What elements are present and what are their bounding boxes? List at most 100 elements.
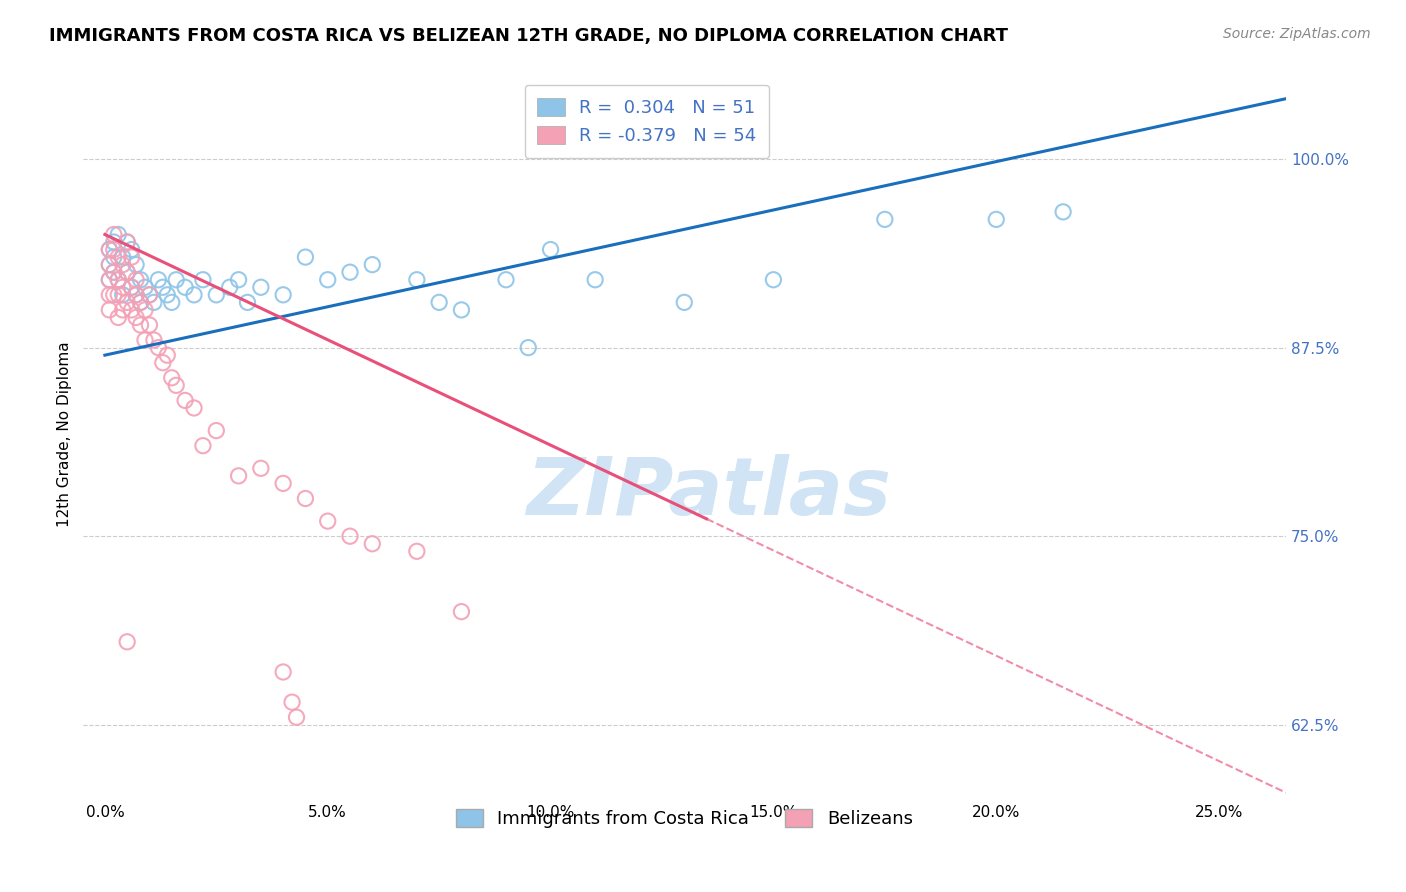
Point [218, 280, 240, 294]
Point [115, 235, 138, 249]
Point [103, 265, 125, 279]
Point [156, 288, 179, 302]
Point [125, 273, 148, 287]
Point [98, 273, 121, 287]
Point [540, 243, 562, 257]
Point [129, 273, 152, 287]
Point [129, 295, 152, 310]
Point [142, 333, 165, 347]
Point [174, 393, 197, 408]
Point [271, 288, 294, 302]
Point [103, 235, 125, 249]
Point [183, 401, 205, 415]
Point [361, 258, 384, 272]
Point [107, 250, 129, 264]
Point [103, 243, 125, 257]
Point [121, 243, 143, 257]
Point [115, 235, 138, 249]
Point [134, 302, 156, 317]
Point [673, 295, 696, 310]
Point [98, 243, 121, 257]
Point [191, 439, 214, 453]
Point [165, 378, 187, 392]
Point [129, 318, 152, 332]
Point [142, 295, 165, 310]
Point [111, 258, 134, 272]
Point [107, 310, 129, 325]
Point [285, 710, 308, 724]
Point [174, 280, 197, 294]
Point [762, 273, 785, 287]
Point [103, 265, 125, 279]
Point [115, 295, 138, 310]
Point [361, 537, 384, 551]
Point [98, 258, 121, 272]
Point [98, 243, 121, 257]
Point [495, 273, 517, 287]
Text: Source: ZipAtlas.com: Source: ZipAtlas.com [1223, 27, 1371, 41]
Point [107, 227, 129, 242]
Point [121, 302, 143, 317]
Point [294, 250, 316, 264]
Point [583, 273, 606, 287]
Text: IMMIGRANTS FROM COSTA RICA VS BELIZEAN 12TH GRADE, NO DIPLOMA CORRELATION CHART: IMMIGRANTS FROM COSTA RICA VS BELIZEAN 1… [49, 27, 1008, 45]
Point [294, 491, 316, 506]
Point [103, 288, 125, 302]
Point [271, 665, 294, 679]
Point [103, 227, 125, 242]
Point [98, 288, 121, 302]
Point [339, 265, 361, 279]
Point [339, 529, 361, 543]
Point [98, 273, 121, 287]
Point [517, 341, 540, 355]
Point [121, 250, 143, 264]
Point [165, 273, 187, 287]
Point [115, 265, 138, 279]
Point [228, 468, 250, 483]
Point [236, 295, 259, 310]
Point [107, 273, 129, 287]
Point [250, 461, 273, 475]
Point [138, 288, 160, 302]
Point [98, 302, 121, 317]
Point [138, 288, 160, 302]
Point [183, 288, 205, 302]
Point [205, 424, 228, 438]
Point [316, 514, 339, 528]
Point [316, 273, 339, 287]
Point [148, 273, 170, 287]
Point [152, 280, 174, 294]
Point [111, 288, 134, 302]
Point [160, 371, 183, 385]
Point [427, 295, 450, 310]
Point [250, 280, 273, 294]
Point [228, 273, 250, 287]
Point [125, 310, 148, 325]
Point [125, 288, 148, 302]
Point [450, 302, 472, 317]
Point [121, 280, 143, 294]
Point [111, 280, 134, 294]
Point [450, 605, 472, 619]
Point [191, 273, 214, 287]
Point [115, 635, 138, 649]
Point [152, 356, 174, 370]
Point [103, 250, 125, 264]
Point [148, 341, 170, 355]
Point [107, 288, 129, 302]
Point [98, 258, 121, 272]
Point [125, 258, 148, 272]
Y-axis label: 12th Grade, No Diploma: 12th Grade, No Diploma [58, 342, 72, 527]
Point [138, 318, 160, 332]
Point [125, 288, 148, 302]
Point [160, 295, 183, 310]
Point [873, 212, 896, 227]
Point [271, 476, 294, 491]
Point [281, 695, 304, 709]
Point [205, 288, 228, 302]
Point [1052, 204, 1074, 219]
Text: ZIPatlas: ZIPatlas [526, 454, 891, 532]
Point [107, 273, 129, 287]
Point [134, 333, 156, 347]
Point [115, 265, 138, 279]
